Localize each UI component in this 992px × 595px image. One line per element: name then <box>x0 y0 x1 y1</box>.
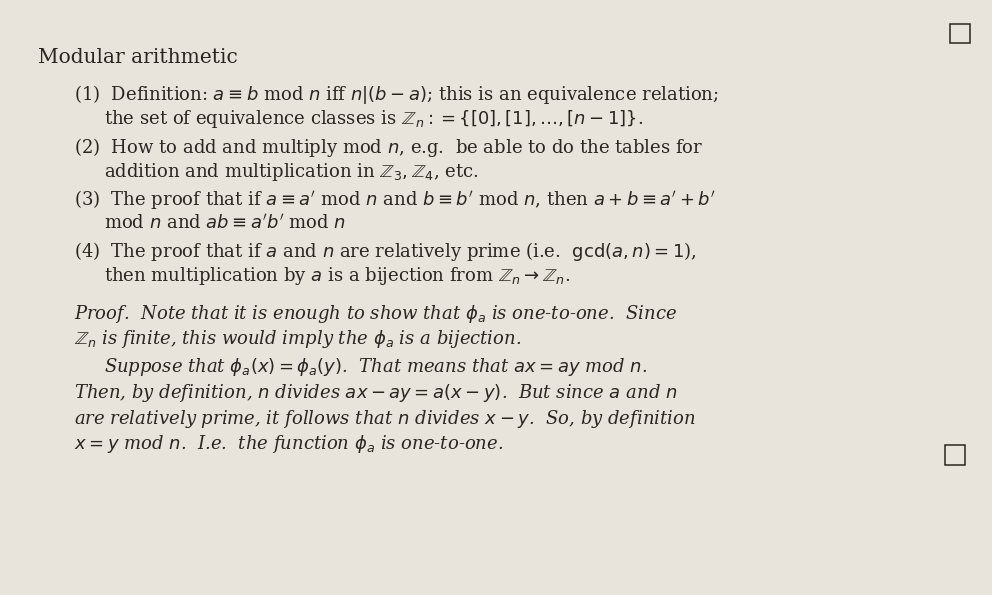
Text: $\mathbb{Z}_n$ is finite, this would imply the $\phi_a$ is a bijection.: $\mathbb{Z}_n$ is finite, this would imp… <box>74 328 522 350</box>
Text: (2)  How to add and multiply mod $n$, e.g.  be able to do the tables for: (2) How to add and multiply mod $n$, e.g… <box>74 136 704 159</box>
Text: the set of equivalence classes is $\mathbb{Z}_n := \{[0],[1],\ldots,[n-1]\}$.: the set of equivalence classes is $\math… <box>104 108 644 130</box>
Text: (4)  The proof that if $a$ and $n$ are relatively prime (i.e.  $\gcd(a,n)=1$),: (4) The proof that if $a$ and $n$ are re… <box>74 240 697 264</box>
Text: Modular arithmetic: Modular arithmetic <box>38 48 237 67</box>
Bar <box>945 445 965 465</box>
Text: Suppose that $\phi_a(x) = \phi_a(y)$.  That means that $ax = ay$ mod $n$.: Suppose that $\phi_a(x) = \phi_a(y)$. Th… <box>104 356 648 378</box>
Text: $x = y$ mod $n$.  I.e.  the function $\phi_a$ is one-to-one.: $x = y$ mod $n$. I.e. the function $\phi… <box>74 433 504 455</box>
Text: mod $n$ and $ab \equiv a'b'$ mod $n$: mod $n$ and $ab \equiv a'b'$ mod $n$ <box>104 213 346 232</box>
Text: Then, by definition, $n$ divides $ax - ay = a(x-y)$.  But since $a$ and $n$: Then, by definition, $n$ divides $ax - a… <box>74 382 678 404</box>
Text: then multiplication by $a$ is a bijection from $\mathbb{Z}_n \to \mathbb{Z}_n$.: then multiplication by $a$ is a bijectio… <box>104 265 570 287</box>
Text: addition and multiplication in $\mathbb{Z}_3, \mathbb{Z}_4$, etc.: addition and multiplication in $\mathbb{… <box>104 161 479 183</box>
Text: Proof.  Note that it is enough to show that $\phi_a$ is one-to-one.  Since: Proof. Note that it is enough to show th… <box>74 303 678 325</box>
Text: are relatively prime, it follows that $n$ divides $x-y$.  So, by definition: are relatively prime, it follows that $n… <box>74 408 696 430</box>
Bar <box>950 24 970 43</box>
Text: (1)  Definition: $a \equiv b$ mod $n$ iff $n|(b-a)$; this is an equivalence rela: (1) Definition: $a \equiv b$ mod $n$ iff… <box>74 83 719 107</box>
Text: (3)  The proof that if $a \equiv a'$ mod $n$ and $b \equiv b'$ mod $n$, then $a+: (3) The proof that if $a \equiv a'$ mod … <box>74 188 716 211</box>
